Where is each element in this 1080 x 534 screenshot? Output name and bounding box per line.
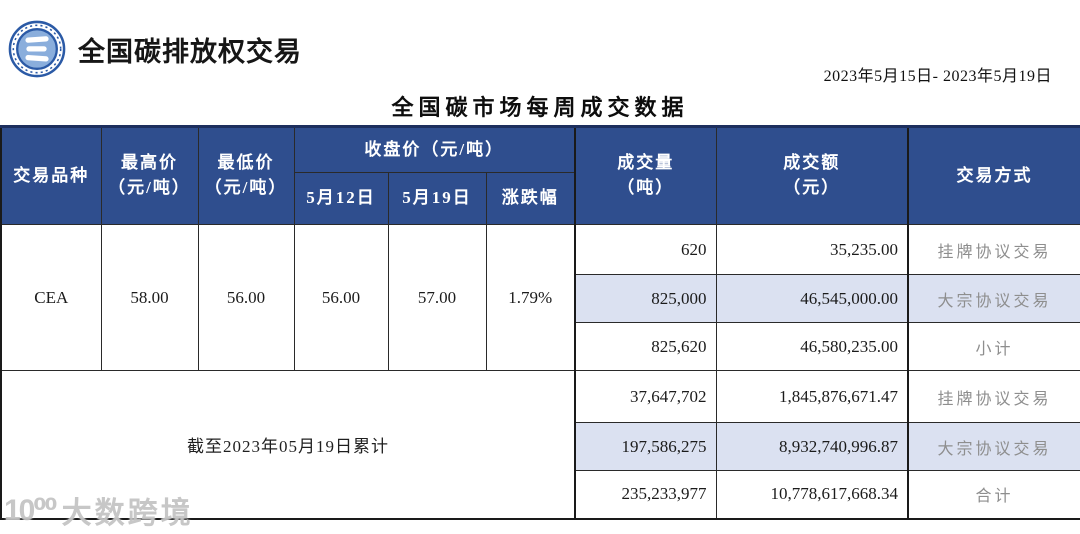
cell-amount: 46,545,000.00	[715, 274, 909, 323]
col-header-variety: 交易品种	[0, 126, 102, 225]
col-header-volume-unit: （吨）	[617, 178, 675, 197]
brand: 全国碳排放权交易	[8, 20, 302, 78]
page-title: 全国碳市场每周成交数据	[391, 95, 689, 120]
col-header-close-d1: 5月12日	[293, 172, 389, 225]
col-header-volume: 成交量 （吨）	[574, 126, 717, 225]
cell-method: 合计	[907, 470, 1080, 519]
col-header-low-unit: （元/吨）	[204, 178, 288, 197]
col-header-close-group: 收盘价（元/吨）	[293, 126, 576, 173]
cell-method: 大宗协议交易	[907, 274, 1080, 323]
cell-amount: 46,580,235.00	[715, 322, 909, 371]
col-header-amount: 成交额 （元）	[715, 126, 909, 225]
cell-high: 58.00	[100, 224, 199, 371]
col-header-change: 涨跌幅	[485, 172, 576, 225]
col-header-amount-unit: （元）	[783, 178, 841, 197]
col-header-amount-label: 成交额	[783, 153, 841, 173]
cell-method: 挂牌协议交易	[907, 224, 1080, 275]
col-header-close-group-label: 收盘价（元/吨）	[364, 139, 505, 159]
table-row-cumulative-listed: 截至2023年05月19日累计 37,647,702 1,845,876,671…	[0, 370, 1080, 519]
cell-volume: 235,233,977	[574, 470, 717, 519]
carbon-exchange-logo-svg	[8, 20, 66, 78]
cell-change: 1.79%	[485, 224, 576, 371]
cell-low: 56.00	[197, 224, 295, 371]
table-row-cumulative-block: 197,586,275 8,932,740,996.87 大宗协议交易	[1, 422, 1080, 471]
cell-variety: CEA	[0, 224, 102, 371]
cell-close-d2: 57.00	[387, 224, 487, 371]
cell-amount: 10,778,617,668.34	[715, 470, 909, 519]
table-row-weekly-subtotal: 825,620 46,580,235.00 小计	[1, 322, 1080, 371]
cell-method: 挂牌协议交易	[907, 370, 1080, 423]
cell-volume: 825,000	[574, 274, 717, 323]
report-date-range: 2023年5月15日- 2023年5月19日	[823, 68, 1052, 85]
table-row-weekly-listed: CEA 58.00 56.00 56.00 57.00 1.79% 620 35…	[0, 224, 1080, 371]
col-header-close-d2-label: 5月19日	[402, 188, 472, 208]
cell-volume: 825,620	[574, 322, 717, 371]
col-header-high-label: 最高价	[121, 153, 178, 173]
cell-method: 小计	[907, 322, 1080, 371]
col-header-low: 最低价 （元/吨）	[197, 126, 295, 225]
col-header-method-label: 交易方式	[956, 165, 1033, 185]
col-header-volume-label: 成交量	[617, 153, 675, 173]
cell-close-d1: 56.00	[293, 224, 389, 371]
col-header-close-d2: 5月19日	[387, 172, 487, 225]
col-header-low-label: 最低价	[217, 153, 275, 173]
cell-cumulative-label: 截至2023年05月19日累计	[0, 370, 576, 519]
col-header-change-label: 涨跌幅	[501, 188, 559, 208]
col-header-variety-label: 交易品种	[13, 165, 90, 185]
table-row-weekly-block: 825,000 46,545,000.00 大宗协议交易	[1, 274, 1080, 323]
carbon-exchange-logo-icon	[8, 20, 66, 78]
cell-amount: 1,845,876,671.47	[715, 370, 909, 423]
cell-method: 大宗协议交易	[907, 422, 1080, 471]
cell-volume: 37,647,702	[574, 370, 717, 423]
col-header-high: 最高价 （元/吨）	[100, 126, 199, 225]
weekly-trade-table: 交易品种 最高价 （元/吨） 最低价 （元/吨） 收盘价（元/吨） 成交量 （吨…	[0, 125, 1080, 520]
cell-volume: 197,586,275	[574, 422, 717, 471]
cell-amount: 8,932,740,996.87	[715, 422, 909, 471]
col-header-method: 交易方式	[907, 126, 1080, 225]
col-header-high-unit: （元/吨）	[108, 178, 191, 197]
brand-name: 全国碳排放权交易	[78, 36, 302, 67]
cell-volume: 620	[574, 224, 717, 275]
cell-amount: 35,235.00	[715, 224, 909, 275]
col-header-close-d1-label: 5月12日	[306, 188, 376, 208]
table-row-cumulative-total: 235,233,977 10,778,617,668.34 合计	[1, 470, 1080, 519]
